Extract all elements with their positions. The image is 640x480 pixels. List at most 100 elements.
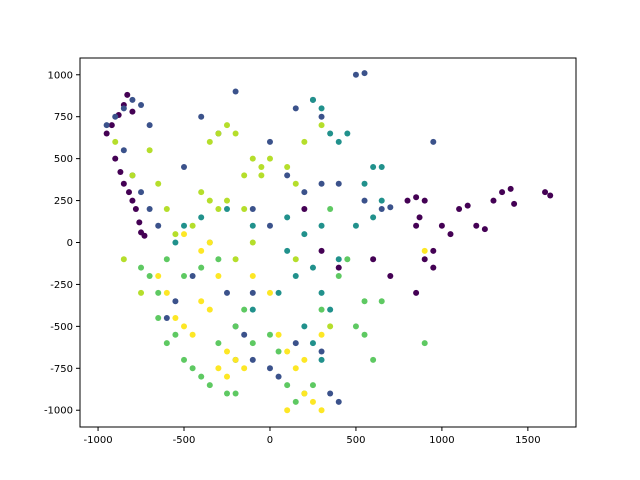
x-tick-label: 500 (346, 435, 365, 446)
scatter-point (464, 202, 471, 209)
scatter-point (378, 197, 385, 204)
scatter-point (129, 172, 136, 179)
scatter-point (198, 113, 205, 120)
scatter-point (361, 70, 368, 77)
scatter-point (370, 256, 377, 263)
scatter-point (103, 122, 110, 129)
scatter-point (198, 264, 205, 271)
scatter-point (232, 88, 239, 95)
scatter-point (249, 155, 256, 162)
scatter-point (275, 331, 282, 338)
y-tick-label: -500 (50, 322, 73, 333)
scatter-point (361, 197, 368, 204)
scatter-point (413, 194, 420, 201)
scatter-point (318, 356, 325, 363)
scatter-point (232, 390, 239, 397)
x-tick-label: -1000 (84, 435, 113, 446)
scatter-point (163, 340, 170, 347)
scatter-point (108, 122, 115, 129)
scatter-point (215, 130, 222, 137)
scatter-point (542, 189, 549, 196)
scatter-point (284, 247, 291, 254)
scatter-point (301, 323, 308, 330)
scatter-point (361, 331, 368, 338)
x-tick-label: 1500 (515, 435, 540, 446)
scatter-point (378, 164, 385, 171)
scatter-point (301, 356, 308, 363)
x-tick-label: 1000 (429, 435, 454, 446)
scatter-point (181, 164, 188, 171)
y-tick-label: 500 (54, 154, 73, 165)
scatter-point (266, 289, 273, 296)
scatter-point (335, 264, 342, 271)
scatter-point (223, 122, 230, 129)
scatter-point (132, 205, 139, 212)
scatter-point (223, 373, 230, 380)
scatter-point (327, 306, 334, 313)
scatter-point (387, 204, 394, 211)
scatter-point (361, 180, 368, 187)
scatter-point (370, 164, 377, 171)
scatter-point (284, 172, 291, 179)
scatter-point (172, 231, 179, 238)
scatter-point (318, 348, 325, 355)
scatter-point (189, 222, 196, 229)
scatter-point (198, 189, 205, 196)
scatter-point (456, 205, 463, 212)
scatter-point (223, 197, 230, 204)
scatter-point (138, 289, 145, 296)
y-tick-label: -1000 (44, 406, 73, 417)
scatter-point (499, 189, 506, 196)
scatter-point (292, 180, 299, 187)
scatter-point (421, 247, 428, 254)
scatter-point (318, 180, 325, 187)
scatter-point (198, 298, 205, 305)
scatter-point (284, 407, 291, 414)
scatter-point (120, 105, 127, 112)
scatter-point (206, 197, 213, 204)
scatter-point (430, 247, 437, 254)
scatter-point (223, 205, 230, 212)
scatter-point (318, 289, 325, 296)
scatter-point (416, 214, 423, 221)
scatter-point (292, 365, 299, 372)
scatter-point (370, 356, 377, 363)
scatter-point (266, 222, 273, 229)
plot-frame (79, 57, 577, 428)
scatter-point (327, 205, 334, 212)
scatter-point (378, 298, 385, 305)
scatter-point (249, 289, 256, 296)
scatter-point (438, 222, 445, 229)
scatter-point (215, 256, 222, 263)
scatter-point (430, 138, 437, 145)
scatter-point (155, 222, 162, 229)
scatter-point (327, 130, 334, 137)
scatter-point (163, 256, 170, 263)
scatter-point (335, 180, 342, 187)
y-tick-label: -750 (50, 364, 73, 375)
y-tick-label: -250 (50, 280, 73, 291)
scatter-point (284, 382, 291, 389)
scatter-point (335, 256, 342, 263)
scatter-point (327, 390, 334, 397)
scatter-point (335, 273, 342, 280)
scatter-point (292, 105, 299, 112)
scatter-point (163, 205, 170, 212)
scatter-point (318, 407, 325, 414)
scatter-point (136, 219, 143, 226)
scatter-point (309, 398, 316, 405)
scatter-point (249, 340, 256, 347)
scatter-point (266, 138, 273, 145)
scatter-point (258, 164, 265, 171)
scatter-point (275, 373, 282, 380)
scatter-point (249, 205, 256, 212)
scatter-point (138, 264, 145, 271)
scatter-point (344, 256, 351, 263)
scatter-point (155, 314, 162, 321)
scatter-point (511, 200, 518, 207)
scatter-point (249, 273, 256, 280)
scatter-point (352, 323, 359, 330)
scatter-point (138, 189, 145, 196)
scatter-point (318, 113, 325, 120)
scatter-point (223, 390, 230, 397)
